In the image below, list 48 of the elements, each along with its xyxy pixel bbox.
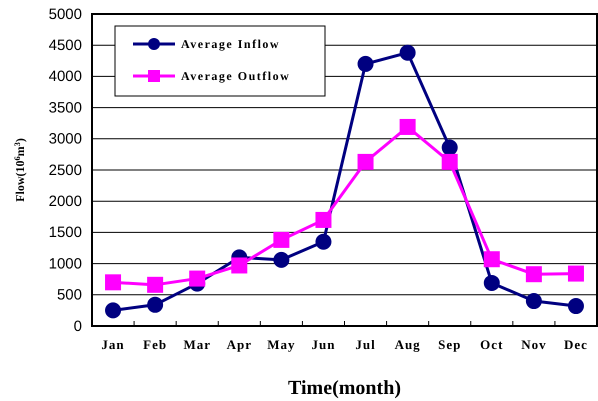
y-tick-label: 4000 bbox=[48, 68, 82, 86]
x-tick-label: Jul bbox=[355, 337, 376, 352]
point bbox=[147, 276, 164, 293]
point bbox=[526, 266, 542, 282]
point bbox=[273, 252, 290, 268]
x-tick-label: Feb bbox=[143, 337, 168, 352]
point bbox=[442, 140, 458, 156]
point bbox=[231, 257, 248, 274]
x-tick-label: Oct bbox=[480, 337, 504, 352]
x-tick-label: Apr bbox=[226, 337, 252, 352]
point bbox=[484, 251, 500, 268]
x-tick-label: Mar bbox=[183, 337, 211, 352]
x-tick-label: Sep bbox=[438, 337, 462, 352]
x-tick-label: Dec bbox=[564, 337, 588, 352]
point bbox=[568, 266, 584, 282]
point bbox=[358, 56, 374, 72]
point bbox=[358, 154, 374, 170]
point bbox=[315, 234, 332, 250]
point bbox=[484, 274, 500, 291]
y-tick-label: 500 bbox=[56, 286, 82, 304]
x-axis-title: Time(month) bbox=[288, 377, 401, 399]
x-tick-label: Nov bbox=[521, 337, 547, 352]
y-tick-label: 1000 bbox=[48, 255, 82, 272]
x-tick-label: May bbox=[267, 337, 296, 352]
point bbox=[400, 118, 416, 135]
point bbox=[189, 270, 206, 287]
point bbox=[273, 232, 290, 248]
point bbox=[315, 212, 332, 228]
y-tick-label: 2500 bbox=[48, 162, 82, 179]
y-tick-label: 3500 bbox=[48, 99, 82, 116]
legend-label: Average Inflow bbox=[181, 37, 280, 51]
y-tick-label: 0 bbox=[74, 318, 82, 335]
y-tick-label: 1500 bbox=[48, 224, 82, 242]
y-tick-label: 2000 bbox=[48, 193, 82, 210]
point bbox=[526, 293, 542, 310]
y-tick-label: 5000 bbox=[48, 6, 82, 23]
point bbox=[105, 274, 122, 290]
x-tick-label: Aug bbox=[394, 337, 421, 352]
point bbox=[568, 298, 584, 314]
y-tick-label: 4500 bbox=[48, 37, 82, 54]
y-tick-label: 3000 bbox=[48, 130, 82, 148]
point bbox=[400, 44, 416, 61]
legend-label: Average Outflow bbox=[181, 69, 290, 83]
x-tick-label: Jan bbox=[101, 337, 125, 352]
x-tick-label: Jun bbox=[311, 337, 336, 352]
point bbox=[105, 302, 122, 318]
point bbox=[147, 296, 164, 313]
point bbox=[442, 154, 458, 170]
